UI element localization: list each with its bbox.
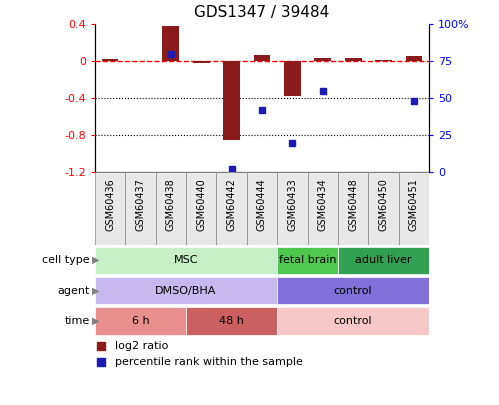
Text: GSM60437: GSM60437 — [135, 178, 145, 231]
Bar — [186, 307, 277, 335]
Bar — [345, 58, 361, 61]
Text: ▶: ▶ — [92, 316, 100, 326]
Bar — [253, 55, 270, 61]
Bar — [95, 277, 277, 304]
Bar — [156, 172, 186, 245]
Bar — [314, 58, 331, 61]
Bar — [247, 172, 277, 245]
Bar — [406, 56, 422, 61]
Bar — [217, 172, 247, 245]
Text: agent: agent — [57, 286, 90, 296]
Text: GSM60438: GSM60438 — [166, 178, 176, 231]
Bar — [399, 172, 429, 245]
Text: adult liver: adult liver — [355, 255, 412, 265]
Bar — [95, 307, 186, 335]
Bar — [95, 247, 277, 274]
Text: ▶: ▶ — [92, 286, 100, 296]
Bar — [95, 172, 125, 245]
Text: control: control — [334, 286, 372, 296]
Text: GSM60450: GSM60450 — [379, 178, 389, 231]
Bar — [277, 247, 338, 274]
Bar — [163, 26, 179, 61]
Bar — [284, 61, 301, 96]
Text: time: time — [64, 316, 90, 326]
Bar — [277, 307, 429, 335]
Text: 6 h: 6 h — [132, 316, 149, 326]
Text: control: control — [334, 316, 372, 326]
Bar — [102, 60, 118, 61]
Text: GSM60436: GSM60436 — [105, 178, 115, 231]
Bar — [125, 172, 156, 245]
Bar — [338, 172, 368, 245]
Text: GSM60444: GSM60444 — [257, 178, 267, 231]
Text: MSC: MSC — [174, 255, 198, 265]
Bar — [307, 172, 338, 245]
Bar — [277, 172, 307, 245]
Title: GDS1347 / 39484: GDS1347 / 39484 — [194, 5, 330, 20]
Text: 48 h: 48 h — [219, 316, 244, 326]
Bar — [186, 172, 217, 245]
Text: GSM60440: GSM60440 — [196, 178, 206, 231]
Text: ▶: ▶ — [92, 255, 100, 265]
Bar — [277, 277, 429, 304]
Bar — [193, 61, 210, 63]
Text: DMSO/BHA: DMSO/BHA — [155, 286, 217, 296]
Text: GSM60442: GSM60442 — [227, 178, 237, 231]
Text: cell type: cell type — [42, 255, 90, 265]
Text: log2 ratio: log2 ratio — [115, 341, 168, 352]
Text: GSM60448: GSM60448 — [348, 178, 358, 231]
Text: GSM60434: GSM60434 — [318, 178, 328, 231]
Text: percentile rank within the sample: percentile rank within the sample — [115, 357, 303, 367]
Bar — [338, 247, 429, 274]
Text: fetal brain: fetal brain — [279, 255, 336, 265]
Bar — [223, 61, 240, 140]
Bar — [375, 60, 392, 61]
Text: GSM60433: GSM60433 — [287, 178, 297, 231]
Bar — [368, 172, 399, 245]
Text: GSM60451: GSM60451 — [409, 178, 419, 231]
